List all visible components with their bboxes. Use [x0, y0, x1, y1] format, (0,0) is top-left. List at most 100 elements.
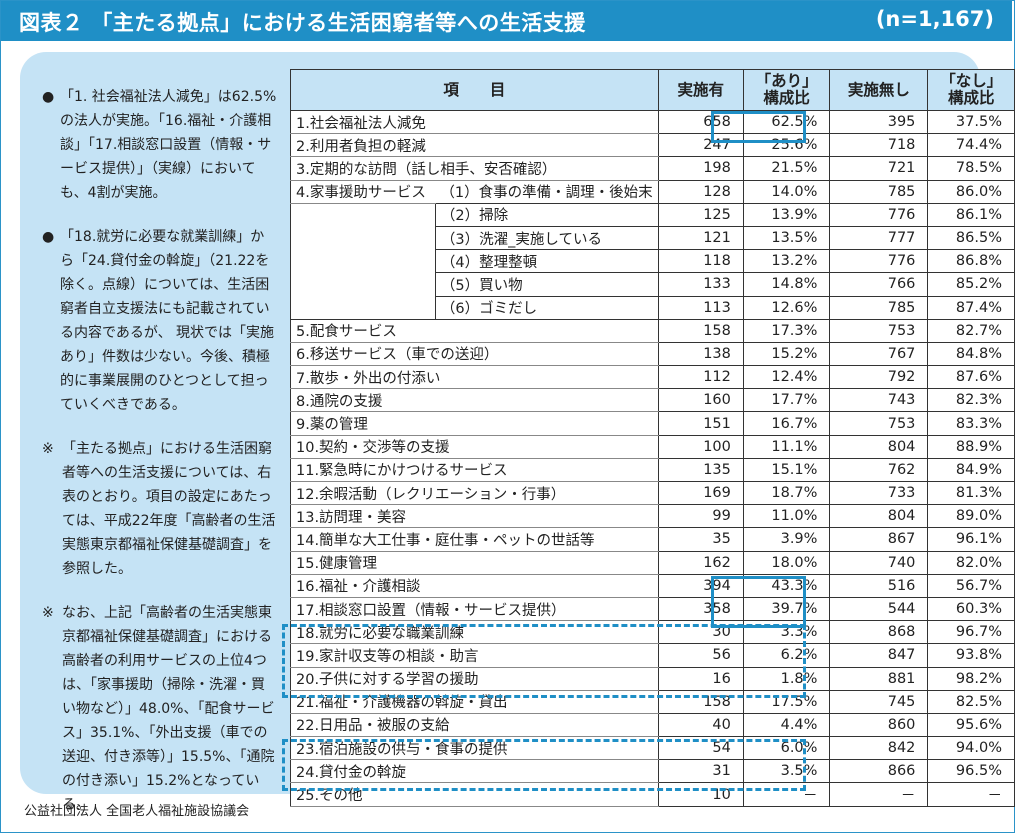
- row-item-cell: 12.余暇活動（レクリエーション・行事）: [290, 480, 659, 506]
- row-no-cell: 881: [829, 666, 929, 691]
- table-row: 6.移送サービス（車での送迎） 138 15.2% 767 84.8%: [290, 341, 1015, 367]
- highlight-solid-rows-16-17: [711, 576, 806, 628]
- asterisk-icon: ※: [42, 441, 54, 457]
- row-no-pct-cell: 86.8%: [927, 249, 1015, 274]
- row-yes-pct-cell: 13.5%: [742, 225, 831, 251]
- table-row: 10.契約・交渉等の支援 100 11.1% 804 88.9%: [290, 434, 1015, 459]
- row-no-cell: 721: [829, 156, 929, 181]
- row-item-cell: 1.社会福祉法人減免: [290, 109, 659, 135]
- row-item-cell: 22.日用品・被服の支給: [290, 712, 659, 738]
- row-no-cell: 718: [829, 133, 929, 158]
- bullet-icon: ●: [42, 89, 55, 105]
- note-1: ● 「1. 社会福祉法人減免」は62.5%の法人が実施。「16.福祉・介護相談」…: [42, 85, 277, 205]
- row-no-pct-cell: 86.5%: [927, 225, 1015, 251]
- row-no-cell: 842: [829, 736, 929, 761]
- note-text: なお、上記「高齢者の生活実態東京都福祉保健基礎調査」における高齢者の利用サービス…: [62, 605, 275, 813]
- row-yes-pct-cell: 16.7%: [742, 411, 831, 436]
- table-row: 1.社会福祉法人減免 658 62.5% 395 37.5%: [290, 109, 1015, 135]
- row-yes-cell: 125: [657, 202, 744, 227]
- row-yes-pct-cell: 11.0%: [742, 504, 831, 529]
- note-2: ● 「18.就労に必要な就業訓練」から「24.貸付金の斡旋」（21.22を除く。…: [42, 225, 277, 417]
- row-no-cell: 847: [829, 643, 929, 668]
- row-no-pct-cell: 84.8%: [927, 341, 1015, 367]
- notes-column: ● 「1. 社会福祉法人減免」は62.5%の法人が実施。「16.福祉・介護相談」…: [42, 85, 277, 837]
- note-3: ※ 「主たる拠点」における生活困窮者等への生活支援については、右表のとおり。項目…: [42, 437, 277, 581]
- row-no-pct-cell: 89.0%: [927, 504, 1015, 529]
- row-empty-cell: [290, 203, 436, 227]
- row-item-cell: 21.福祉・介護機器の斡旋・貸出: [290, 689, 659, 714]
- row-yes-cell: 138: [657, 341, 744, 367]
- row-no-pct-cell: 85.2%: [927, 272, 1015, 297]
- row-empty-cell: [290, 296, 436, 320]
- row-yes-pct-cell: 14.8%: [742, 272, 831, 297]
- row-yes-cell: 99: [657, 504, 744, 529]
- row-yes-cell: 135: [657, 457, 744, 483]
- row-item-cell: 11.緊急時にかけつけるサービス: [290, 457, 659, 483]
- row-subitem-cell: （3）洗濯_実施している: [434, 225, 659, 251]
- row-no-cell: 766: [829, 272, 929, 297]
- row-no-cell: 395: [829, 109, 929, 135]
- row-yes-cell: 128: [657, 179, 744, 204]
- row-yes-pct-cell: 14.0%: [742, 179, 831, 204]
- table-row: 12.余暇活動（レクリエーション・行事） 169 18.7% 733 81.3%: [290, 480, 1015, 506]
- note-text: 「1. 社会福祉法人減免」は62.5%の法人が実施。「16.福祉・介護相談」「1…: [60, 89, 277, 201]
- row-no-pct-cell: 82.7%: [927, 318, 1015, 343]
- row-no-cell: 785: [829, 295, 929, 320]
- row-no-pct-cell: 95.6%: [927, 712, 1015, 738]
- table-row: 20.子供に対する学習の援助 16 1.8% 881 98.2%: [290, 666, 1015, 691]
- row-no-cell: 860: [829, 712, 929, 738]
- row-yes-pct-cell: 17.3%: [742, 318, 831, 343]
- row-no-pct-cell: 93.8%: [927, 643, 1015, 668]
- row-yes-cell: 158: [657, 318, 744, 343]
- row-no-cell: 743: [829, 388, 929, 413]
- row-no-pct-cell: 82.3%: [927, 388, 1015, 413]
- table-body: 1.社会福祉法人減免 658 62.5% 395 37.5% 2.利用者負担の軽減 247 2…: [290, 109, 1015, 807]
- row-empty-cell: [290, 249, 436, 273]
- row-no-pct-cell: 78.5%: [927, 156, 1015, 181]
- row-no-pct-cell: 37.5%: [927, 109, 1015, 135]
- table-row: 8.通院の支援 160 17.7% 743 82.3%: [290, 388, 1015, 413]
- row-no-pct-cell: 60.3%: [927, 596, 1015, 622]
- note-4: ※ なお、上記「高齢者の生活実態東京都福祉保健基礎調査」における高齢者の利用サー…: [42, 601, 277, 817]
- row-no-cell: 733: [829, 480, 929, 506]
- row-yes-cell: 35: [657, 527, 744, 552]
- row-no-pct-cell: 88.9%: [927, 434, 1015, 459]
- row-no-cell: 866: [829, 759, 929, 784]
- row-yes-cell: 169: [657, 480, 744, 506]
- row-item-cell: 3.定期的な訪問（話し相手、安否確認）: [290, 156, 659, 181]
- row-item-cell: 14.簡単な大工仕事・庭仕事・ペットの世話等: [290, 527, 659, 552]
- row-no-pct-cell: 82.5%: [927, 689, 1015, 714]
- row-item-cell: 4.家事援助サービス: [290, 179, 436, 204]
- row-yes-cell: 118: [657, 249, 744, 274]
- row-no-cell: 753: [829, 411, 929, 436]
- table-row: 11.緊急時にかけつけるサービス 135 15.1% 762 84.9%: [290, 457, 1015, 483]
- table-row: 3.定期的な訪問（話し相手、安否確認） 198 21.5% 721 78.5%: [290, 156, 1015, 181]
- figure-header: 図表２ 「主たる拠点」における生活困窮者等への生活支援 (n=1,167): [1, 1, 1012, 41]
- figure-title: 図表２ 「主たる拠点」における生活困窮者等への生活支援: [19, 11, 586, 35]
- row-yes-cell: 151: [657, 411, 744, 436]
- row-yes-cell: 31: [657, 759, 744, 784]
- row-no-pct-cell: 86.0%: [927, 179, 1015, 204]
- row-item-cell: 5.配食サービス: [290, 318, 659, 343]
- row-yes-pct-cell: 11.1%: [742, 434, 831, 459]
- row-no-cell: 745: [829, 689, 929, 714]
- highlight-solid-row-1: [711, 111, 806, 143]
- row-yes-pct-cell: 6.2%: [742, 643, 831, 668]
- row-yes-pct-cell: 15.1%: [742, 457, 831, 483]
- row-yes-pct-cell: 13.2%: [742, 249, 831, 274]
- table-row: 9.薬の管理 151 16.7% 753 83.3%: [290, 411, 1015, 436]
- table-row: 4.家事援助サービス （1）食事の準備・調理・後始末 128 14.0% 785 86.0…: [290, 179, 1015, 204]
- row-yes-cell: 198: [657, 156, 744, 181]
- table-row: 24.貸付金の斡旋 31 3.5% 866 96.5%: [290, 759, 1015, 784]
- table-row: 25.その他 10 －－－: [290, 782, 1015, 807]
- header-no: 実施無し: [829, 69, 929, 111]
- row-subitem-cell: （2）掃除: [434, 202, 659, 227]
- row-yes-cell: 100: [657, 434, 744, 459]
- table-row: 14.簡単な大工仕事・庭仕事・ペットの世話等 35 3.9% 867 96.1%: [290, 527, 1015, 552]
- row-item-cell: 25.その他: [290, 782, 659, 807]
- table-row: （6）ゴミだし 113 12.6% 785 87.4%: [290, 295, 1015, 320]
- table-row: 21.福祉・介護機器の斡旋・貸出 158 17.5% 745 82.5%: [290, 689, 1015, 714]
- table-row: 2.利用者負担の軽減 247 25.6% 718 74.4%: [290, 133, 1015, 158]
- row-yes-cell: 162: [657, 550, 744, 575]
- row-no-cell: 776: [829, 249, 929, 274]
